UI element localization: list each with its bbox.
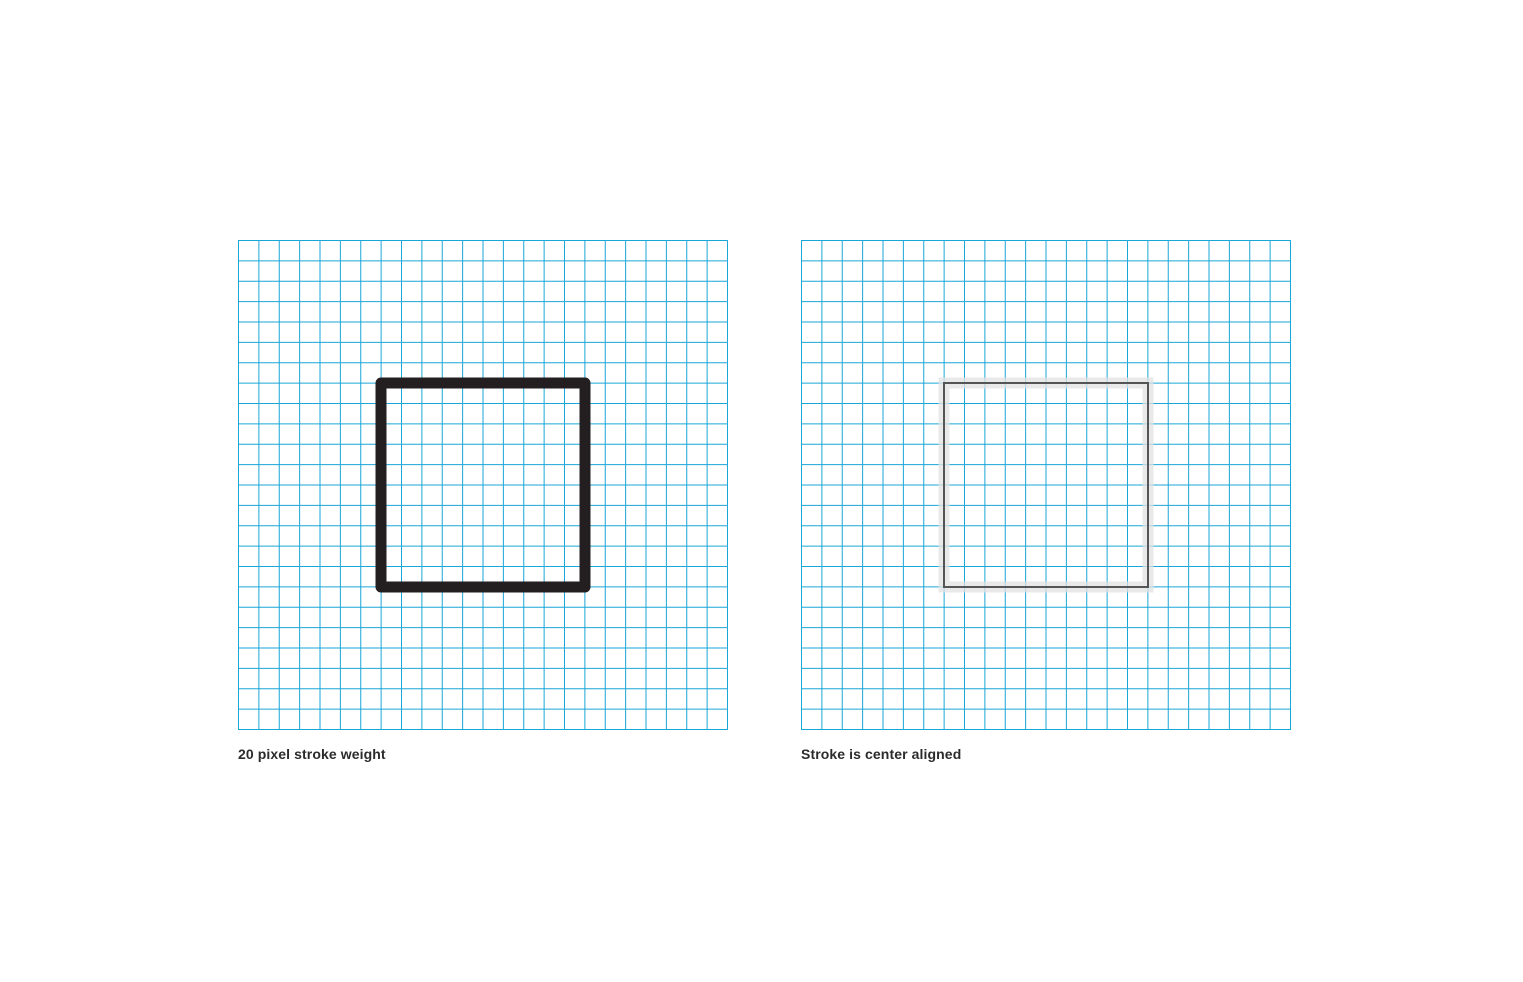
caption-stroke-weight: 20 pixel stroke weight — [238, 746, 386, 762]
grid-lines — [238, 240, 728, 730]
caption-center-aligned: Stroke is center aligned — [801, 746, 962, 762]
grid-canvas-center-aligned — [801, 240, 1291, 730]
panel-stroke-weight: 20 pixel stroke weight — [238, 240, 728, 762]
thick-stroke-square — [375, 377, 591, 593]
center-line-square — [943, 382, 1149, 588]
grid-canvas-stroke-weight — [238, 240, 728, 730]
panel-center-aligned: Stroke is center aligned — [801, 240, 1291, 762]
grid-lines — [801, 240, 1291, 730]
